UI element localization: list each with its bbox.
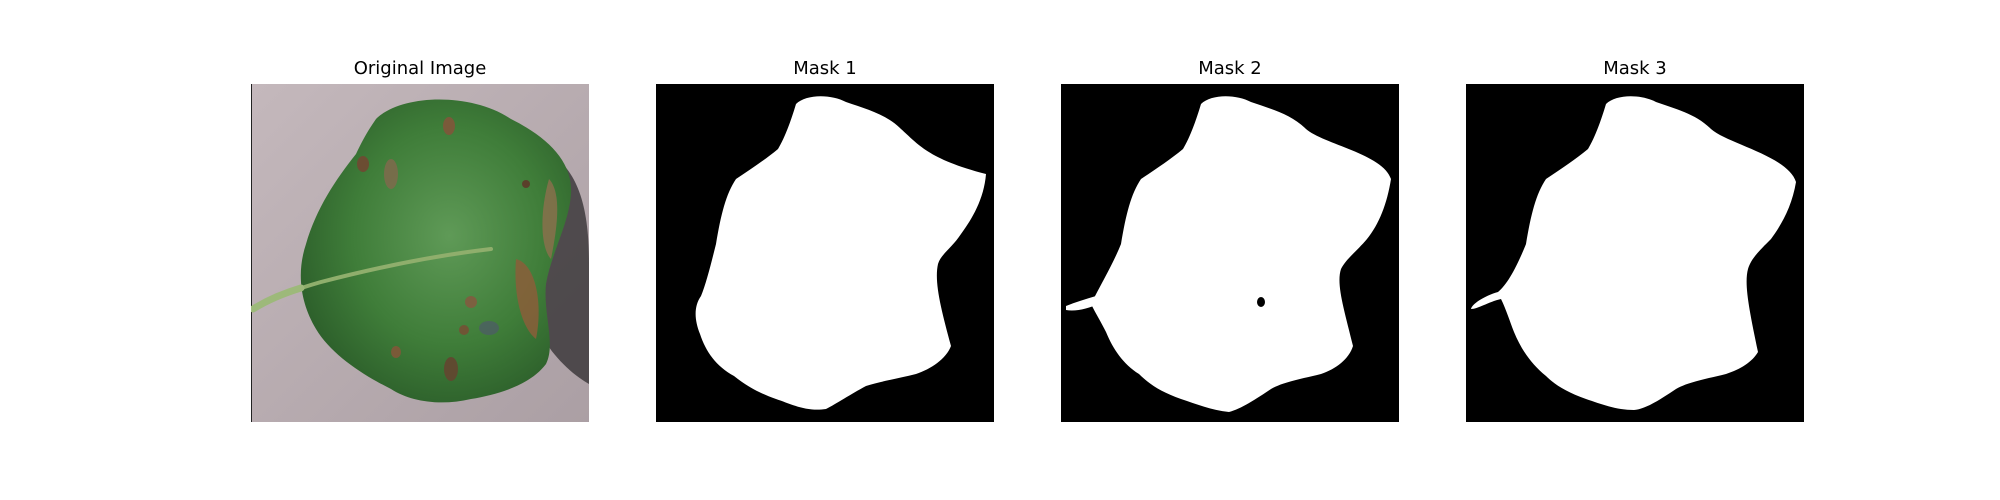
mask-speckle	[1066, 296, 1099, 311]
lesion-spot	[465, 296, 477, 308]
panel-title: Mask 2	[1198, 58, 1262, 79]
lesion-patch	[542, 179, 558, 259]
mask-speckle	[1143, 263, 1147, 269]
mask-image	[1466, 84, 1804, 422]
panel-title: Mask 1	[793, 58, 857, 79]
mask-foreground	[695, 96, 986, 410]
lesion-spot	[384, 159, 398, 189]
mask-hole	[1257, 297, 1265, 307]
lesion-spot	[522, 180, 530, 188]
mask-foreground	[1471, 96, 1796, 410]
lesion-spot	[357, 156, 369, 172]
leaf-photo	[251, 84, 589, 422]
mask-2-image	[1061, 84, 1399, 422]
mask-1-image	[656, 84, 994, 422]
lesion-spot	[459, 325, 469, 335]
mask-image	[1061, 84, 1399, 422]
mask-image	[656, 84, 994, 422]
lesion-spot	[444, 357, 458, 381]
mask-foreground	[1091, 96, 1391, 412]
panel-title: Mask 3	[1603, 58, 1667, 79]
leaf	[300, 99, 572, 403]
lesion-spot	[443, 117, 455, 135]
lesion-patch	[515, 259, 539, 339]
mask-3-image	[1466, 84, 1804, 422]
original-image	[251, 84, 589, 422]
lesion-spot	[391, 346, 401, 358]
panel-title: Original Image	[353, 58, 487, 79]
lesion-spot	[479, 321, 499, 335]
